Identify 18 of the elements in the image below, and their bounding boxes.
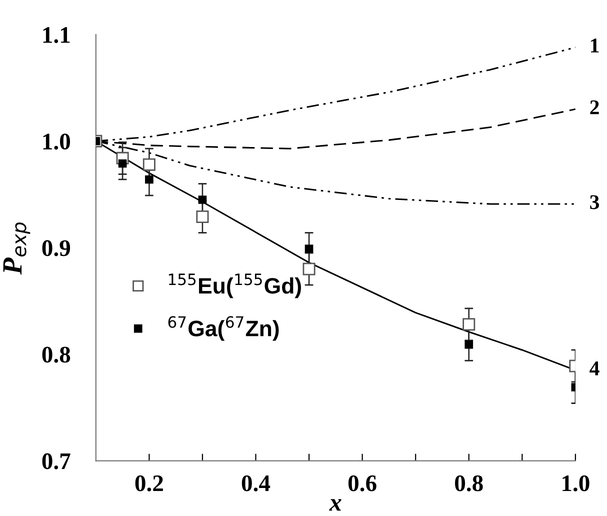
x-tick-label: 0.8	[455, 475, 483, 492]
x-tick-label: 0.4	[242, 475, 270, 492]
y-tick-label: 0.9	[42, 240, 70, 256]
y-axis-title: P$_{exp}$	[3, 222, 30, 275]
y-tick-label: 0.8	[42, 346, 70, 363]
x-tick-label: 0.2	[135, 475, 163, 492]
text: 3	[590, 195, 600, 210]
text: 1	[590, 38, 599, 52]
legend-label: $^{155}$Eu($^{155}$Gd)	[168, 274, 301, 298]
y-tick-label: 1.1	[43, 27, 70, 44]
text: 4	[590, 362, 600, 376]
x-tick-label: 0.6	[348, 475, 376, 492]
y-tick-label: 0.7	[42, 453, 70, 470]
x-axis-title: x	[329, 499, 342, 511]
legend-label: $^{67}$Ga($^{67}$Zn)	[168, 316, 279, 341]
text: 2	[590, 100, 599, 114]
x-tick-label: 1.0	[562, 475, 590, 492]
y-tick-label: 1.0	[43, 134, 70, 150]
